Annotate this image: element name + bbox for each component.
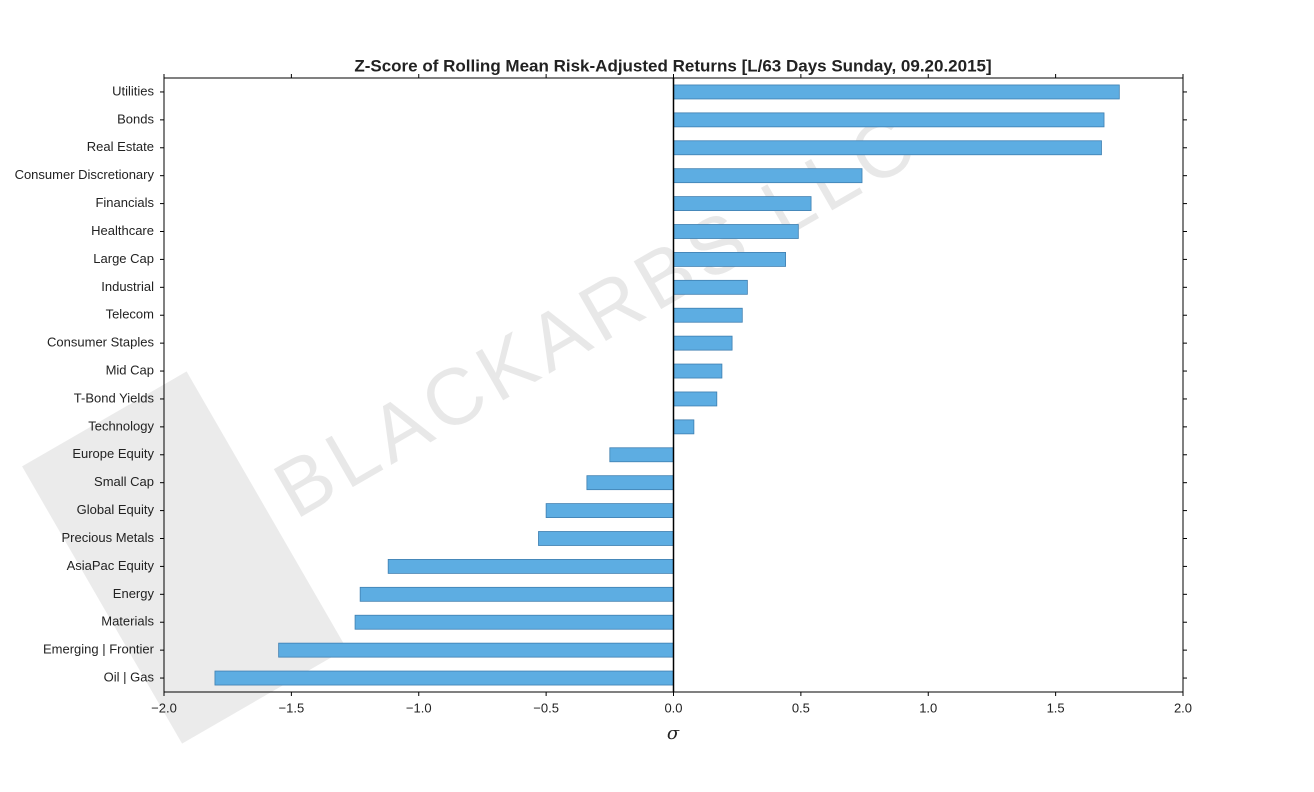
watermark-logo — [22, 371, 347, 744]
bar — [359, 586, 674, 602]
bar — [673, 252, 786, 267]
bar — [673, 224, 799, 239]
x-tick-label: 0.0 — [664, 700, 682, 715]
bar — [673, 363, 723, 379]
y-tick-label: Bonds — [117, 111, 154, 126]
bar — [673, 391, 718, 407]
bar — [545, 503, 674, 518]
x-tick-label: 1.5 — [1047, 700, 1065, 715]
y-tick-label: Global Equity — [77, 502, 155, 517]
y-tick-label: Technology — [88, 418, 154, 433]
bar — [673, 168, 863, 184]
bar — [354, 614, 674, 630]
y-tick-label: Industrial — [101, 279, 154, 294]
plot-frame — [163, 77, 1184, 693]
bar — [538, 531, 674, 546]
x-tick-label: 2.0 — [1174, 700, 1192, 715]
x-tick-label: −0.5 — [533, 700, 559, 715]
bar — [214, 670, 674, 686]
bar — [278, 642, 674, 658]
watermark: BLACKARBS LLC — [260, 94, 934, 535]
bar — [586, 475, 674, 491]
bar — [673, 112, 1105, 128]
y-tick-label: Oil | Gas — [104, 669, 155, 684]
x-tick-label: −1.5 — [279, 700, 305, 715]
y-tick-label: Precious Metals — [62, 530, 155, 545]
y-tick-label: Consumer Discretionary — [15, 167, 155, 182]
x-tick-label: 0.5 — [792, 700, 810, 715]
y-tick-label: Mid Cap — [106, 362, 154, 377]
x-axis-label: σ — [667, 723, 680, 744]
bar — [673, 279, 748, 295]
x-tick-label: −2.0 — [151, 700, 177, 715]
chart-title: Z-Score of Rolling Mean Risk-Adjusted Re… — [354, 56, 991, 75]
y-tick-label: Consumer Staples — [47, 335, 154, 350]
bar — [609, 447, 674, 463]
bar — [673, 307, 743, 323]
x-tick-label: 1.0 — [919, 700, 937, 715]
y-tick-label: Healthcare — [91, 223, 154, 238]
x-tick-label: −1.0 — [406, 700, 432, 715]
y-tick-label: Small Cap — [94, 474, 154, 489]
y-tick-label: Large Cap — [93, 251, 154, 266]
y-tick-label: Materials — [101, 614, 154, 629]
y-tick-label: Emerging | Frontier — [43, 642, 155, 657]
bar — [673, 196, 812, 211]
y-tick-label: Europe Equity — [72, 446, 154, 461]
bar — [673, 419, 695, 435]
bar — [387, 559, 674, 574]
y-tick-label: Telecom — [106, 307, 154, 322]
y-tick-label: AsiaPac Equity — [67, 558, 155, 573]
y-tick-label: T-Bond Yields — [74, 390, 155, 405]
y-tick-label: Financials — [95, 195, 154, 210]
bar — [673, 335, 733, 351]
bar — [673, 140, 1102, 156]
y-tick-label: Utilities — [112, 83, 154, 98]
bar — [673, 84, 1120, 100]
y-tick-label: Energy — [113, 586, 155, 601]
y-tick-label: Real Estate — [87, 139, 154, 154]
